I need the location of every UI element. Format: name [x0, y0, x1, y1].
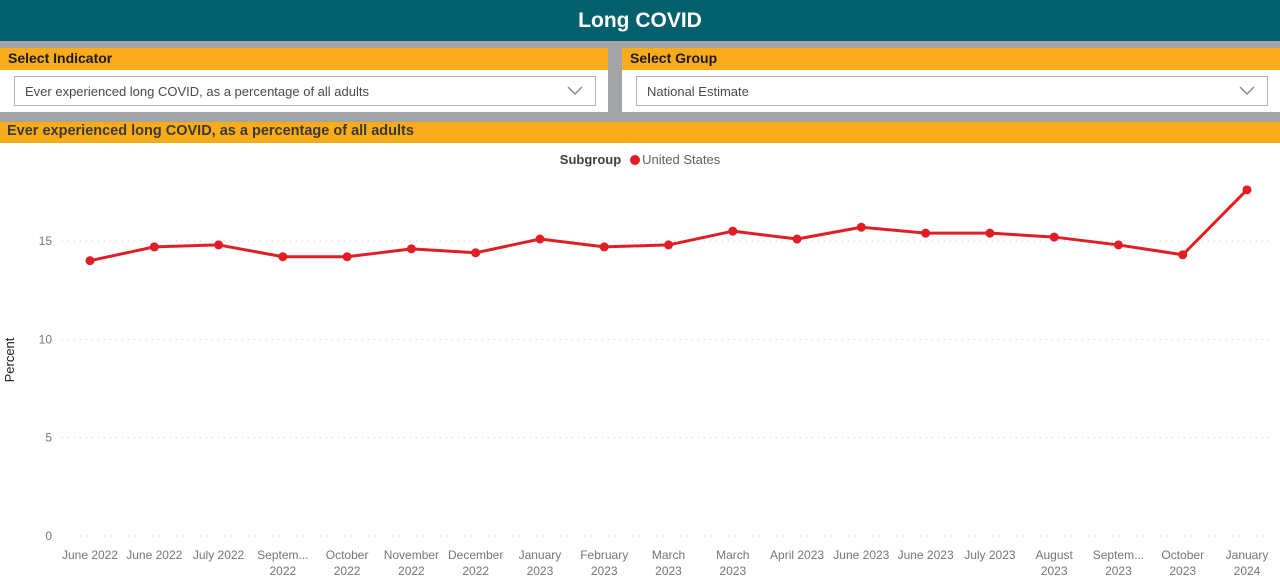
chart-area: Subgroup United States 0 5 10 15 Percent June…: [0, 143, 1280, 587]
chevron-down-icon: [1239, 86, 1255, 96]
data-point[interactable]: [278, 252, 288, 262]
x-tick-label: 2023: [1105, 564, 1132, 578]
legend-title: Subgroup: [559, 152, 622, 167]
chart-legend: Subgroup United States: [0, 152, 1280, 167]
x-tick-label: June 2022: [126, 548, 182, 562]
indicator-filter-panel: Select Indicator Ever experienced long C…: [0, 48, 608, 112]
data-point[interactable]: [149, 242, 159, 252]
legend-series-label: United States: [642, 152, 721, 167]
x-tick-label: June 2023: [833, 548, 889, 562]
x-tick-label: October: [326, 548, 369, 562]
data-point[interactable]: [985, 228, 995, 238]
x-tick-label: August: [1035, 548, 1073, 562]
x-tick-label: 2023: [527, 564, 554, 578]
group-filter-body: National Estimate: [622, 70, 1280, 112]
legend-dot-icon: [630, 154, 641, 165]
data-point[interactable]: [1242, 185, 1252, 195]
x-tick-label: Septem...: [257, 548, 308, 562]
group-dropdown-value: National Estimate: [647, 83, 749, 99]
data-point[interactable]: [856, 222, 866, 232]
app-header: Long COVID: [0, 0, 1280, 41]
x-tick-label: 2022: [398, 564, 425, 578]
x-tick-label: April 2023: [770, 548, 824, 562]
x-tick-label: March: [652, 548, 685, 562]
x-tick-label: July 2022: [193, 548, 245, 562]
x-tick-label: Septem...: [1093, 548, 1144, 562]
filter-row: Select Indicator Ever experienced long C…: [0, 48, 1280, 112]
data-point[interactable]: [342, 252, 352, 262]
x-tick-label: January: [519, 548, 562, 562]
page-title: Long COVID: [578, 8, 702, 32]
chart-title: Ever experienced long COVID, as a percen…: [0, 122, 1280, 143]
chevron-down-icon: [567, 86, 583, 96]
x-tick-label: October: [1161, 548, 1204, 562]
x-tick-label: 2022: [269, 564, 296, 578]
data-point[interactable]: [85, 256, 95, 266]
y-tick-label: 15: [39, 234, 53, 248]
indicator-filter-body: Ever experienced long COVID, as a percen…: [0, 70, 608, 112]
x-tick-label: November: [384, 548, 439, 562]
x-tick-label: 2023: [719, 564, 746, 578]
data-point[interactable]: [1178, 250, 1188, 260]
x-tick-label: February: [580, 548, 628, 562]
group-dropdown[interactable]: National Estimate: [636, 76, 1268, 106]
data-point[interactable]: [728, 226, 738, 236]
group-filter-label: Select Group: [622, 48, 1280, 70]
data-point[interactable]: [406, 244, 416, 254]
data-point[interactable]: [599, 242, 609, 252]
y-tick-label: 10: [39, 332, 53, 346]
y-tick-label: 5: [45, 431, 52, 445]
x-tick-label: 2023: [591, 564, 618, 578]
data-point[interactable]: [1049, 232, 1059, 242]
x-tick-label: December: [448, 548, 503, 562]
y-axis-title: Percent: [2, 337, 17, 382]
x-tick-label: June 2022: [62, 548, 118, 562]
data-point[interactable]: [471, 248, 481, 258]
x-tick-label: March: [716, 548, 749, 562]
x-tick-label: 2022: [462, 564, 489, 578]
y-tick-label: 0: [45, 529, 52, 543]
x-tick-label: 2023: [1041, 564, 1068, 578]
x-tick-label: June 2023: [898, 548, 954, 562]
indicator-dropdown-value: Ever experienced long COVID, as a percen…: [25, 83, 369, 99]
x-tick-label: 2022: [334, 564, 361, 578]
data-point[interactable]: [792, 234, 802, 244]
data-point[interactable]: [214, 240, 224, 250]
data-point[interactable]: [921, 228, 931, 238]
x-tick-label: January: [1226, 548, 1269, 562]
data-point[interactable]: [1113, 240, 1123, 250]
data-point[interactable]: [535, 234, 545, 244]
indicator-dropdown[interactable]: Ever experienced long COVID, as a percen…: [14, 76, 596, 106]
x-tick-label: July 2023: [964, 548, 1016, 562]
data-point[interactable]: [664, 240, 673, 250]
indicator-filter-label: Select Indicator: [0, 48, 608, 70]
line-chart: 0 5 10 15 Percent June 2022 June 2022 July 2022…: [2, 185, 1272, 578]
group-filter-panel: Select Group National Estimate: [622, 48, 1280, 112]
x-tick-label: 2023: [655, 564, 682, 578]
x-tick-label: 2023: [1169, 564, 1196, 578]
x-tick-label: 2024: [1234, 564, 1261, 578]
trend-line: [88, 188, 1249, 263]
